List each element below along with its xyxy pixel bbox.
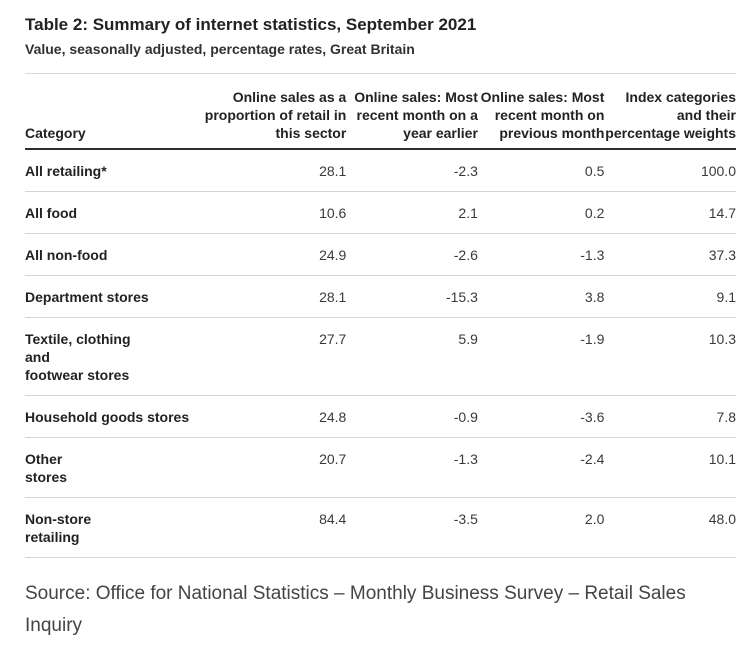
row-value: 24.8: [319, 409, 347, 425]
row-category: Household goods stores: [25, 409, 190, 425]
row-value: -3.6: [580, 409, 605, 425]
table-row: Other stores 20.7 -1.3 -2.4 10.1: [25, 438, 736, 498]
table-row: Textile, clothing and footwear stores 27.…: [25, 318, 736, 396]
row-value: 9.1: [716, 289, 736, 305]
table-row: Non-store retailing 84.4 -3.5 2.0 48.0: [25, 498, 736, 558]
statistics-table: Category Online sales as a proportion of…: [25, 73, 736, 558]
row-value: -1.3: [453, 451, 478, 467]
header-year-on-year: Online sales: Most recent month on a yea…: [354, 89, 478, 141]
row-value: 28.1: [319, 289, 347, 305]
row-category: All food: [25, 205, 78, 221]
header-category: Category: [25, 125, 86, 141]
row-value: 48.0: [708, 511, 736, 527]
table-row: All retailing* 28.1 -2.3 0.5 100.0: [25, 149, 736, 192]
row-value: 5.9: [458, 331, 478, 347]
table-row: All non-food 24.9 -2.6 -1.3 37.3: [25, 234, 736, 276]
table-subtitle: Value, seasonally adjusted, percentage r…: [25, 41, 415, 57]
table-row: All food 10.6 2.1 0.2 14.7: [25, 192, 736, 234]
row-value: 14.7: [708, 205, 736, 221]
row-value: -1.9: [580, 331, 605, 347]
row-value: 28.1: [319, 163, 347, 179]
row-value: 10.1: [708, 451, 736, 467]
row-value: 84.4: [319, 511, 347, 527]
header-index-weights: Index categories and their percentage we…: [605, 89, 736, 141]
row-value: 2.1: [458, 205, 478, 221]
row-value: -2.4: [580, 451, 605, 467]
header-month-on-month: Online sales: Most recent month on previ…: [480, 89, 605, 141]
row-value: -2.6: [453, 247, 478, 263]
table-row: Household goods stores 24.8 -0.9 -3.6 7.8: [25, 396, 736, 438]
row-category: Textile, clothing and footwear stores: [25, 331, 131, 383]
row-value: 37.3: [708, 247, 736, 263]
row-value: -1.3: [580, 247, 605, 263]
row-category: Department stores: [25, 289, 149, 305]
row-value: 0.2: [584, 205, 605, 221]
row-value: -0.9: [453, 409, 478, 425]
row-value: -3.5: [453, 511, 478, 527]
row-category: All retailing*: [25, 163, 107, 179]
table-body: All retailing* 28.1 -2.3 0.5 100.0 All food 10…: [25, 149, 736, 558]
row-value: 100.0: [700, 163, 736, 179]
source-note: Source: Office for National Statistics –…: [25, 583, 686, 636]
row-value: 27.7: [319, 331, 347, 347]
row-value: 3.8: [584, 289, 605, 305]
row-value: 7.8: [716, 409, 736, 425]
header-online-share: Online sales as a proportion of retail i…: [204, 89, 347, 141]
row-value: 10.3: [708, 331, 736, 347]
row-value: -2.3: [453, 163, 478, 179]
row-category: Other stores: [25, 451, 68, 485]
row-value: 10.6: [319, 205, 347, 221]
table-row: Department stores 28.1 -15.3 3.8 9.1: [25, 276, 736, 318]
row-value: 24.9: [319, 247, 347, 263]
table-title: Table 2: Summary of internet statistics,…: [25, 15, 477, 34]
row-value: 2.0: [584, 511, 605, 527]
row-value: -15.3: [445, 289, 478, 305]
table-header-row: Category Online sales as a proportion of…: [25, 73, 736, 149]
row-category: Non-store retailing: [25, 511, 92, 545]
row-value: 20.7: [319, 451, 347, 467]
row-category: All non-food: [25, 247, 108, 263]
row-value: 0.5: [584, 163, 605, 179]
